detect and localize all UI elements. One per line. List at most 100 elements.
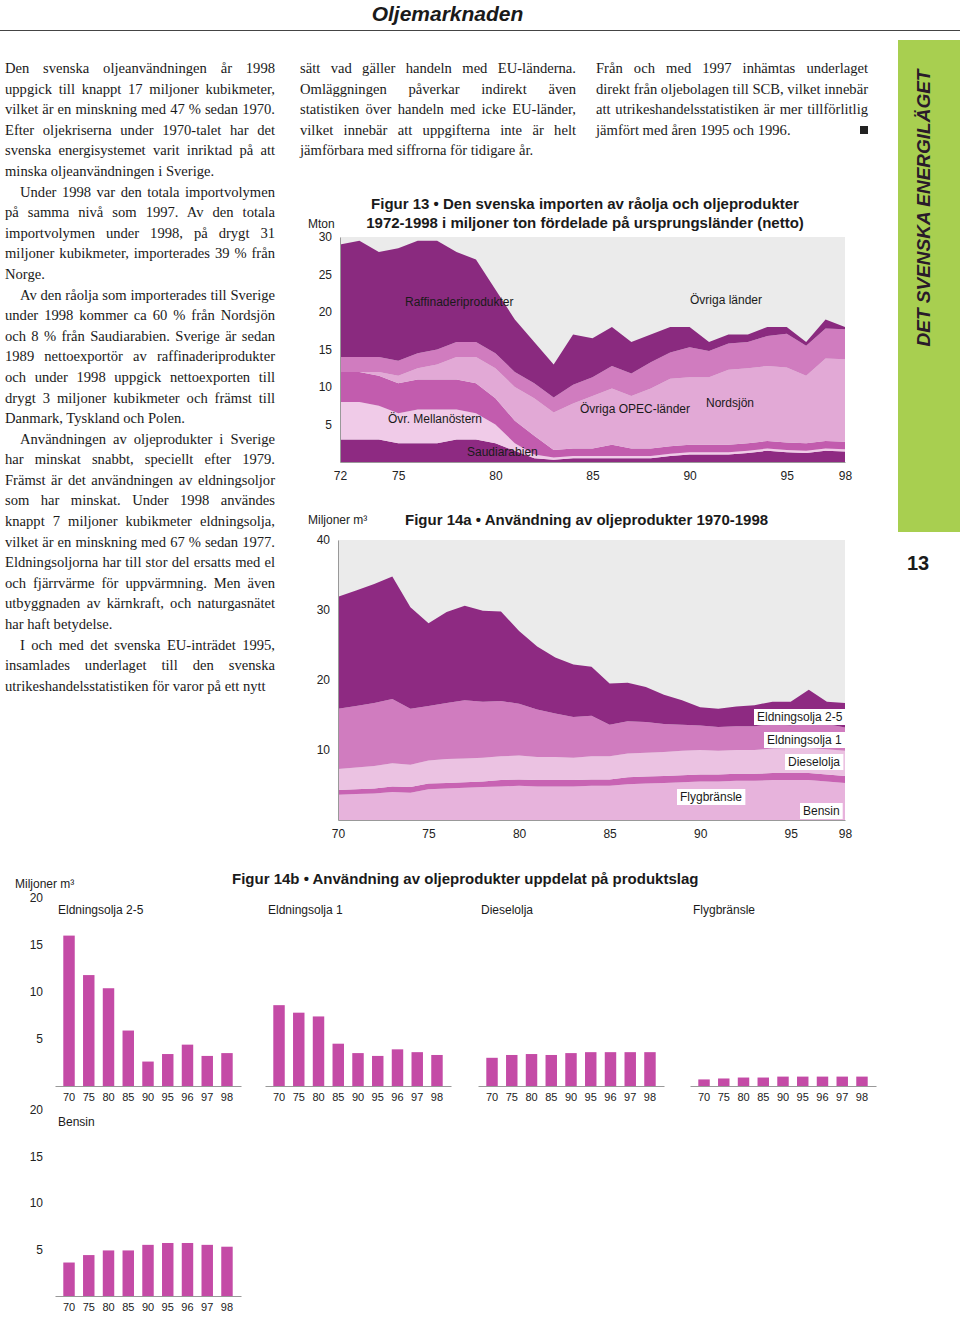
tick: 75 — [718, 1091, 730, 1103]
panel: 707580859095969798Eldningsolja 1 — [266, 903, 452, 1103]
axis-line — [49, 899, 50, 1087]
tick-label: 95 — [781, 469, 795, 483]
series-label: Flygbränsle — [680, 790, 742, 804]
label-box — [800, 803, 843, 819]
tick-label: 70 — [63, 1091, 75, 1103]
bar — [162, 1054, 173, 1086]
tick: 90 — [565, 1091, 577, 1103]
tick-label: 10 — [317, 743, 331, 757]
tick: 40 — [317, 533, 338, 547]
tick: 5 — [36, 1032, 49, 1046]
tick-label: 85 — [122, 1301, 134, 1313]
series-label: Nordsjön — [706, 396, 754, 410]
axis: 707580859095969798 — [266, 1087, 452, 1103]
tick-label: 98 — [856, 1091, 868, 1103]
tick-label: 90 — [142, 1301, 154, 1313]
axis: 5101520 — [30, 1103, 50, 1296]
tick: 70 — [273, 1091, 285, 1103]
tick: 96 — [604, 1091, 616, 1103]
tick: 95 — [372, 1091, 384, 1103]
tick: 85 — [603, 820, 617, 841]
chart-title: Figur 13 • Den svenska importen av råolj… — [371, 195, 799, 212]
bar — [293, 1013, 304, 1086]
tick: 98 — [221, 1091, 233, 1103]
bar — [202, 1056, 213, 1086]
bar — [837, 1077, 848, 1086]
tick-label: 85 — [545, 1091, 557, 1103]
plot-area — [340, 241, 845, 462]
tick: 95 — [797, 1091, 809, 1103]
tick: 15 — [319, 343, 340, 357]
tick: 15 — [30, 1150, 49, 1164]
page-number: 13 — [907, 552, 929, 574]
tick-label: 97 — [411, 1091, 423, 1103]
bar — [526, 1054, 537, 1086]
page-graphics: DET SVENSKA ENERGILÄGET13727580859095985… — [0, 0, 960, 1318]
tick-label: 85 — [603, 827, 617, 841]
bar — [372, 1056, 383, 1086]
tick: 96 — [391, 1091, 403, 1103]
bar — [162, 1243, 173, 1296]
label-box — [764, 732, 845, 748]
tick-label: 98 — [431, 1091, 443, 1103]
bar — [777, 1077, 788, 1086]
paragraph: I och med det svenska EU-inträdet 1995, … — [5, 635, 275, 697]
panel: 707580859095969798Dieselolja — [479, 903, 665, 1103]
panel-label: Bensin — [58, 1115, 95, 1129]
tick: 98 — [839, 462, 853, 483]
tick: 80 — [102, 1301, 114, 1313]
series-label: Raffinaderiprodukter — [405, 295, 514, 309]
axis: 5101520 — [30, 891, 50, 1086]
tick: 85 — [332, 1091, 344, 1103]
bar — [142, 1062, 153, 1086]
tick-label: 75 — [83, 1091, 95, 1103]
bar — [202, 1245, 213, 1296]
axis: 70758085909598 — [332, 820, 853, 841]
bar — [123, 1250, 134, 1296]
tick-label: 75 — [392, 469, 406, 483]
tick: 75 — [422, 820, 436, 841]
panel: 7075808590959697985101520Eldningsolja 2-… — [30, 891, 242, 1102]
tick: 70 — [332, 820, 346, 841]
tick-label: 98 — [644, 1091, 656, 1103]
tick: 90 — [142, 1091, 154, 1103]
tick-label: 80 — [489, 469, 503, 483]
axis-line — [56, 1086, 242, 1087]
tick: 95 — [162, 1301, 174, 1313]
axis-title: Miljoner m³ — [15, 877, 74, 891]
tick-label: 75 — [293, 1091, 305, 1103]
series-label: Dieselolja — [788, 755, 840, 769]
text-column: Från och med 1997 inhämtas underlaget di… — [596, 58, 868, 140]
axis: 707580859095969798 — [479, 1087, 665, 1103]
tick-label: 15 — [30, 938, 44, 952]
bar — [856, 1077, 867, 1086]
tick-label: 96 — [181, 1301, 193, 1313]
chart-title: 1972-1998 i miljoner ton fördelade på ur… — [366, 214, 804, 231]
series-label: Bensin — [803, 804, 840, 818]
tick: 72 — [334, 462, 348, 483]
series-label: Eldningsolja 2-5 — [757, 710, 843, 724]
plot-area — [63, 936, 232, 1086]
tick: 90 — [777, 1091, 789, 1103]
bar — [273, 1005, 284, 1086]
end-mark — [860, 126, 868, 134]
bar — [565, 1053, 576, 1086]
tick-label: 96 — [604, 1091, 616, 1103]
paragraph: Under 1998 var den totala importvolymen … — [5, 182, 275, 285]
series-label: Övriga OPEC-länder — [580, 402, 690, 416]
tick: 20 — [319, 305, 340, 319]
tick: 10 — [319, 380, 340, 394]
tick: 80 — [489, 462, 503, 483]
label-box — [785, 754, 843, 770]
bar — [182, 1045, 193, 1086]
axis-line — [691, 1086, 877, 1087]
tick-label: 10 — [30, 985, 44, 999]
tick-label: 90 — [777, 1091, 789, 1103]
tick: 98 — [839, 820, 853, 841]
bar — [546, 1055, 557, 1086]
bar — [63, 936, 74, 1086]
plot-area — [338, 576, 845, 820]
bar — [412, 1052, 423, 1086]
tick-label: 75 — [83, 1301, 95, 1313]
axis-line — [56, 1296, 242, 1297]
